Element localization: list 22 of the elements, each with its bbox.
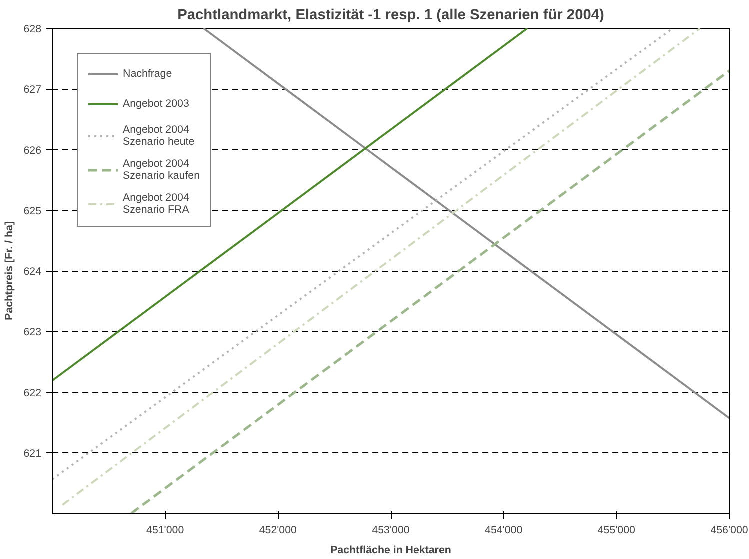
y-tick-label: 622 <box>24 387 42 400</box>
legend-label: Nachfrage <box>123 68 172 80</box>
legend-label: Angebot 2004 Szenario kaufen <box>123 158 200 182</box>
y-tick-label: 627 <box>24 84 42 96</box>
y-tick-label: 628 <box>24 24 42 36</box>
x-tick-label: 452'000 <box>259 524 298 536</box>
y-tick-label: 623 <box>24 326 42 339</box>
x-tick-label: 453'000 <box>372 524 410 536</box>
x-tick-label: 455'000 <box>598 524 636 536</box>
y-tick-label: 624 <box>24 266 42 278</box>
x-axis-title: Pachtfläche in Hektaren <box>330 544 452 556</box>
legend-label: Angebot 2004 Szenario FRA <box>123 192 190 216</box>
legend-label: Angebot 2004 Szenario heute <box>123 124 195 148</box>
x-tick-label: 454'000 <box>485 524 523 536</box>
chart-title: Pachtlandmarkt, Elastizität -1 resp. 1 (alle Szenarien für 2004) <box>178 8 605 24</box>
y-tick-label: 626 <box>24 144 42 157</box>
x-tick-label: 451'000 <box>146 524 184 536</box>
y-tick-label: 625 <box>24 205 42 218</box>
y-tick-label: 621 <box>24 448 42 460</box>
y-axis-title: Pachtpreis [Fr. / ha] <box>4 222 16 320</box>
legend-label: Angebot 2003 <box>123 98 190 110</box>
x-tick-label: 456'000 <box>710 524 748 536</box>
